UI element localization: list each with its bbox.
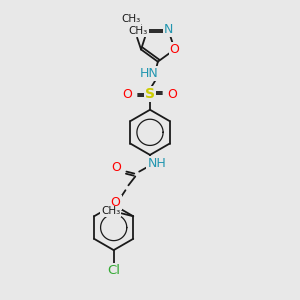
Text: O: O	[170, 43, 180, 56]
Text: O: O	[111, 196, 121, 208]
Text: CH₃: CH₃	[101, 206, 120, 216]
Text: O: O	[112, 161, 122, 174]
Text: Cl: Cl	[107, 264, 120, 277]
Text: S: S	[145, 87, 155, 101]
Text: O: O	[168, 88, 178, 100]
Text: N: N	[164, 23, 173, 36]
Text: NH: NH	[148, 157, 166, 170]
Text: O: O	[122, 88, 132, 100]
Text: CH₃: CH₃	[128, 26, 148, 36]
Text: HN: HN	[140, 67, 158, 80]
Text: CH₃: CH₃	[121, 14, 140, 24]
